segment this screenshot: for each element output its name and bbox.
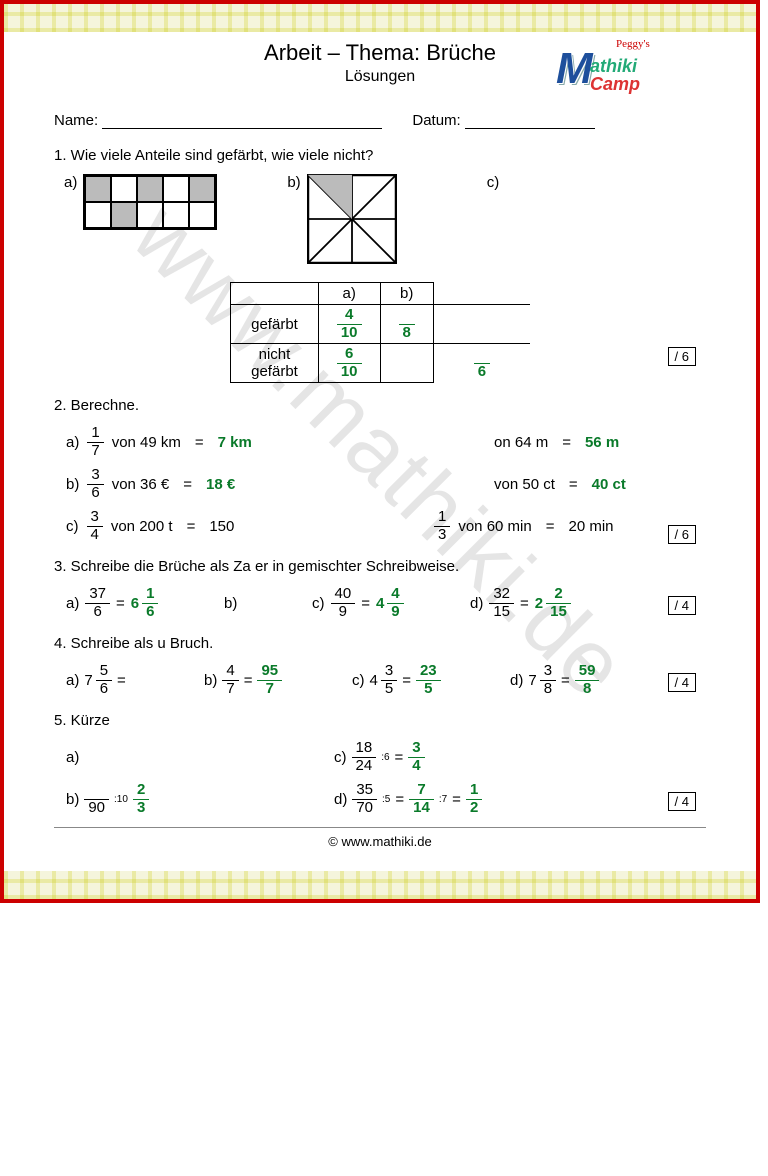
question-3: 3. Schreibe die Brüche als Za er in gemi… <box>54 558 706 621</box>
q1b-diagram <box>307 174 397 264</box>
q1-title: 1. Wie viele Anteile sind gefärbt, wie v… <box>54 147 706 164</box>
q4-score: / 4 <box>668 673 696 692</box>
q1c-label: c) <box>487 174 500 191</box>
q2-rows: a) 17 von 49 km= 7 km on 64 m= 56 m b) 3… <box>54 424 706 544</box>
q1-table: a) b) gefärbt 410 8 nichtgefärbt 610 6 <box>230 282 530 383</box>
date-label: Datum: <box>412 112 460 129</box>
q3-title: 3. Schreibe die Brüche als Za er in gemi… <box>54 558 706 575</box>
worksheet-page: www.mathiki.de Arbeit – Thema: Brüche Lö… <box>0 0 760 903</box>
q1a-diagram <box>83 174 217 230</box>
mathiki-logo: Peggy's M athiki Camp <box>556 38 706 98</box>
q1-score: / 6 <box>668 347 696 366</box>
question-1: 1. Wie viele Anteile sind gefärbt, wie v… <box>54 147 706 383</box>
q2-score: / 6 <box>668 525 696 544</box>
q3-score: / 4 <box>668 596 696 615</box>
footer: © www.mathiki.de <box>54 827 706 851</box>
date-blank[interactable] <box>465 114 595 129</box>
question-5: 5. Kürze a) c) 1824 :6= 34 b) 90 :10 23 <box>54 712 706 817</box>
q1a-label: a) <box>64 174 77 191</box>
bottom-border <box>4 871 756 899</box>
q5-score: / 4 <box>668 792 696 811</box>
q4-title: 4. Schreibe als u Bruch. <box>54 635 706 652</box>
name-date-row: Name: Datum: <box>54 112 706 129</box>
question-2: 2. Berechne. a) 17 von 49 km= 7 km on 64… <box>54 397 706 544</box>
page-subtitle: Lösungen <box>204 68 556 86</box>
q1b-label: b) <box>287 174 300 191</box>
name-label: Name: <box>54 112 98 129</box>
q5-title: 5. Kürze <box>54 712 706 729</box>
q2-title: 2. Berechne. <box>54 397 706 414</box>
page-title: Arbeit – Thema: Brüche <box>204 40 556 66</box>
top-border <box>4 4 756 32</box>
name-blank[interactable] <box>102 114 382 129</box>
question-4: 4. Schreibe als u Bruch. a) 756 = b) 47 … <box>54 635 706 698</box>
header: Arbeit – Thema: Brüche Lösungen Peggy's … <box>54 38 706 98</box>
